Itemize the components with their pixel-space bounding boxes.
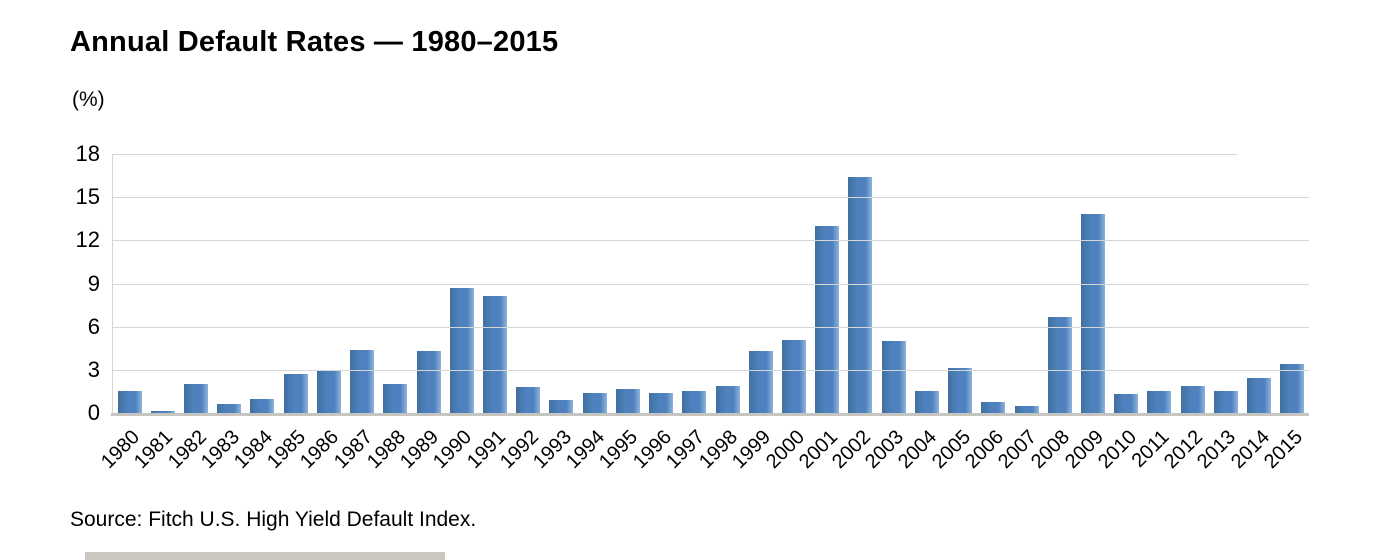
gridline	[113, 326, 1309, 328]
bar-slot	[711, 154, 744, 413]
bar	[948, 368, 973, 413]
y-tick-label: 12	[75, 227, 100, 253]
bar	[649, 392, 674, 413]
bar	[781, 339, 806, 413]
gridline	[113, 197, 1309, 199]
bar	[1014, 405, 1039, 413]
bar	[217, 404, 242, 413]
bar	[1180, 385, 1205, 413]
bar	[582, 392, 607, 413]
bar-slot	[1043, 154, 1076, 413]
y-axis-unit-label: (%)	[72, 88, 105, 111]
bar	[316, 369, 341, 413]
bar	[682, 391, 707, 413]
bar-slot	[545, 154, 578, 413]
bar-slot	[977, 154, 1010, 413]
bar-series	[113, 154, 1309, 413]
bar	[815, 225, 840, 413]
bar	[914, 391, 939, 413]
y-tick-label: 15	[75, 184, 100, 210]
bar-slot	[246, 154, 279, 413]
bar-slot	[512, 154, 545, 413]
x-axis-line	[111, 413, 1309, 416]
bar	[416, 351, 441, 413]
bar	[184, 384, 209, 413]
bar	[1213, 391, 1238, 413]
bar	[1047, 316, 1072, 413]
y-tick-label: 0	[87, 400, 100, 425]
bar	[848, 177, 873, 413]
bar	[981, 401, 1006, 413]
bar-slot	[811, 154, 844, 413]
bar-slot	[578, 154, 611, 413]
bar	[283, 374, 308, 413]
y-tick-label: 3	[87, 356, 100, 382]
bar-slot	[179, 154, 212, 413]
bar	[449, 287, 474, 413]
x-axis: 1980 1981 1982 1983 1984 1985 1986 1987 1988 1989…	[97, 416, 1308, 494]
bar	[715, 385, 740, 413]
bar-slot	[279, 154, 312, 413]
bar-slot	[1242, 154, 1275, 413]
y-axis: 0 3 6 9 12 15 18	[56, 143, 100, 424]
bar	[1247, 378, 1272, 413]
bar-slot	[346, 154, 379, 413]
bar-slot	[645, 154, 678, 413]
gridline	[113, 240, 1309, 242]
y-tick-label: 9	[87, 270, 100, 296]
gridline	[113, 154, 1238, 155]
bar	[516, 387, 541, 413]
gridline	[113, 283, 1309, 285]
bar-slot	[844, 154, 877, 413]
bar	[881, 341, 906, 413]
bar-slot	[113, 154, 146, 413]
bar-slot	[213, 154, 246, 413]
bar	[615, 388, 640, 413]
bar	[549, 400, 574, 413]
plot-area	[111, 154, 1309, 416]
bar	[1280, 364, 1305, 413]
bar	[150, 410, 175, 413]
chart-title: Annual Default Rates — 1980–2015	[70, 26, 559, 58]
x-slot: 2015	[1260, 416, 1308, 494]
y-tick-label: 6	[87, 313, 100, 339]
bar-slot	[877, 154, 910, 413]
bar	[1080, 214, 1105, 413]
bar	[1114, 394, 1139, 413]
bar-slot	[1076, 154, 1109, 413]
bar-slot	[312, 154, 345, 413]
bar-slot	[678, 154, 711, 413]
y-tick-label: 18	[75, 141, 100, 166]
bar-slot	[910, 154, 943, 413]
bar-slot	[445, 154, 478, 413]
bar-slot	[1143, 154, 1176, 413]
cropped-divider	[85, 552, 445, 560]
bar-slot	[611, 154, 644, 413]
bar-slot	[1176, 154, 1209, 413]
bar	[1147, 391, 1172, 413]
bar	[748, 351, 773, 413]
bar-slot	[478, 154, 511, 413]
bar-slot	[1010, 154, 1043, 413]
gridline	[113, 369, 1309, 371]
bar	[350, 349, 375, 413]
bar-slot	[146, 154, 179, 413]
bar	[117, 391, 142, 413]
bar-slot	[1110, 154, 1143, 413]
bar-slot	[744, 154, 777, 413]
source-note: Source: Fitch U.S. High Yield Default In…	[70, 508, 477, 531]
bar	[383, 384, 408, 413]
bar-slot	[943, 154, 976, 413]
bar	[250, 398, 275, 413]
bar-slot	[1209, 154, 1242, 413]
bar	[483, 296, 508, 413]
bar-slot	[379, 154, 412, 413]
bar-slot	[777, 154, 810, 413]
bar-slot	[1276, 154, 1309, 413]
bar-slot	[412, 154, 445, 413]
